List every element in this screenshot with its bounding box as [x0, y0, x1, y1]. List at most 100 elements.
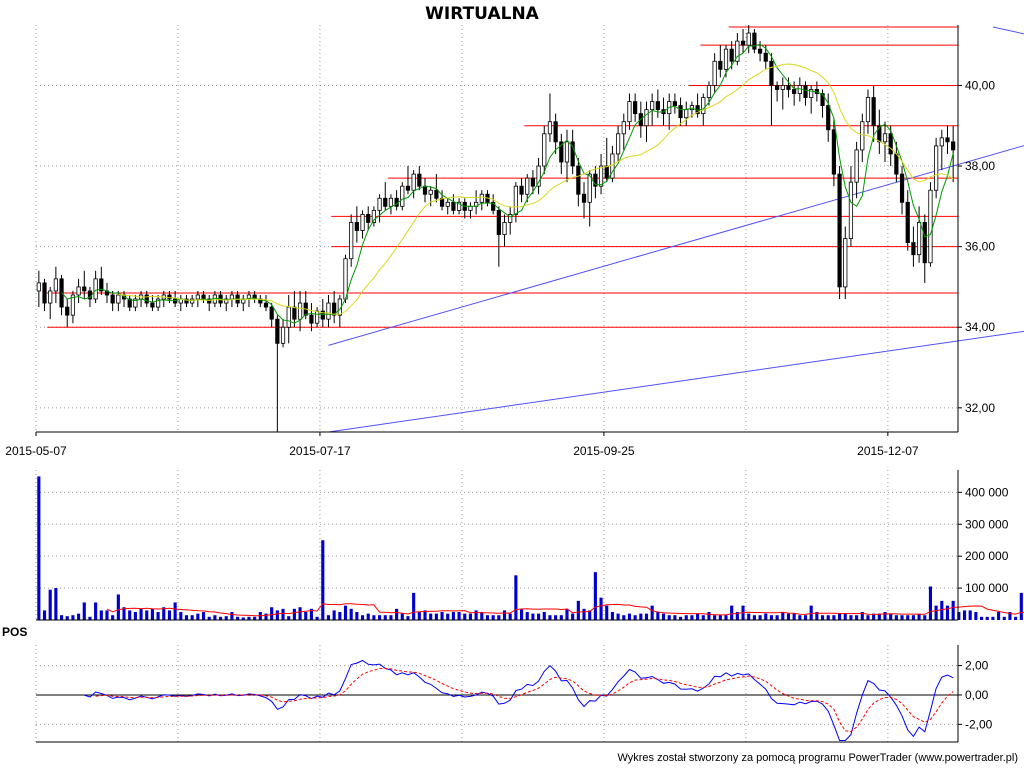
- candle: [564, 129, 570, 183]
- volume-bar: [599, 597, 603, 620]
- candle: [621, 113, 626, 150]
- candle: [207, 294, 212, 312]
- volume-bar: [911, 615, 915, 620]
- volume-bar: [997, 612, 1001, 620]
- volume-bar: [775, 615, 779, 620]
- candle: [491, 194, 496, 215]
- candle-body: [184, 298, 189, 304]
- candle-body: [826, 105, 831, 131]
- volume-bar: [554, 615, 558, 620]
- candle: [882, 121, 888, 163]
- candle: [76, 278, 81, 304]
- volume-bar: [372, 615, 376, 620]
- volume-bar: [343, 605, 348, 620]
- volume-bar: [525, 612, 529, 620]
- volume-bar: [673, 615, 677, 620]
- candle: [297, 290, 303, 332]
- volume-bar: [451, 612, 455, 620]
- price-y-tick-label: 36,00: [965, 240, 995, 254]
- volume-bar: [928, 586, 933, 620]
- candle-body: [712, 60, 717, 86]
- candle-body: [735, 40, 740, 62]
- candle: [536, 157, 541, 195]
- candle: [133, 294, 138, 312]
- volume-bar: [559, 615, 563, 620]
- candle-body: [701, 97, 706, 115]
- candle-body: [786, 85, 791, 90]
- volume-bar: [576, 600, 580, 620]
- candle: [610, 145, 615, 183]
- volume-bar: [991, 616, 995, 620]
- candle: [780, 77, 785, 110]
- pos-panel-label: POS: [2, 625, 27, 639]
- volume-bar: [962, 610, 967, 620]
- volume-bar: [514, 575, 518, 620]
- candle-body: [633, 101, 638, 115]
- volume-bar: [247, 616, 251, 620]
- price-y-tick-label: 34,00: [965, 320, 995, 334]
- candle-body: [871, 97, 876, 127]
- candle: [269, 303, 274, 328]
- volume-bar: [957, 612, 961, 620]
- pos-y-ticks: 2,00 0,00 -2,00: [958, 659, 993, 731]
- candle-body: [144, 294, 149, 304]
- candle-body: [36, 282, 41, 292]
- candle-body: [354, 222, 359, 231]
- candle-body: [48, 290, 53, 304]
- volume-bar: [480, 612, 484, 620]
- candle-body: [547, 121, 553, 135]
- volume-bar: [332, 610, 336, 620]
- ma-slow-line: [118, 63, 954, 315]
- volume-bar: [622, 615, 626, 620]
- candle-body: [496, 209, 501, 235]
- candle-body: [377, 197, 382, 211]
- candle-body: [598, 165, 604, 187]
- volume-bar: [304, 612, 308, 620]
- volume-bar: [491, 615, 495, 620]
- volume-bar: [644, 613, 649, 620]
- volume-bar: [37, 476, 41, 620]
- candle-body: [542, 133, 547, 167]
- volume-bar: [883, 612, 887, 620]
- candle: [854, 141, 859, 199]
- candle-body: [570, 141, 575, 167]
- candle: [740, 29, 746, 54]
- volume-bar: [292, 608, 296, 620]
- candle-body: [269, 306, 274, 320]
- candle: [110, 290, 115, 312]
- volume-bar: [190, 615, 194, 620]
- candle-body: [127, 298, 132, 308]
- candle-body: [280, 326, 286, 344]
- volume-bar: [866, 615, 870, 620]
- volume-bar: [287, 616, 291, 620]
- candle-body: [905, 201, 910, 244]
- ma-fast-line: [61, 43, 954, 324]
- volume-bar: [690, 615, 694, 620]
- candle-body: [820, 93, 825, 106]
- candle: [593, 166, 598, 199]
- candle-body: [763, 52, 768, 62]
- candle: [519, 178, 524, 203]
- candle-body: [621, 121, 626, 135]
- volume-bar: [230, 612, 234, 620]
- candle: [672, 93, 677, 114]
- candle: [542, 125, 547, 175]
- volume-bar: [315, 616, 319, 620]
- volume-grid: [35, 470, 958, 620]
- candle-body: [519, 185, 524, 195]
- candle: [831, 117, 837, 187]
- candle: [934, 137, 939, 199]
- candle-body: [53, 278, 58, 292]
- candle: [65, 299, 70, 328]
- volume-bar: [395, 608, 399, 620]
- candle: [99, 266, 104, 295]
- candle: [496, 206, 501, 267]
- candle-body: [894, 153, 899, 175]
- volume-bar: [355, 612, 359, 620]
- volume-bar: [843, 613, 847, 620]
- volume-bar: [661, 613, 666, 620]
- candle-body: [513, 185, 518, 215]
- volume-bar: [639, 613, 643, 620]
- volume-bar: [894, 615, 898, 620]
- volume-bar: [162, 607, 166, 620]
